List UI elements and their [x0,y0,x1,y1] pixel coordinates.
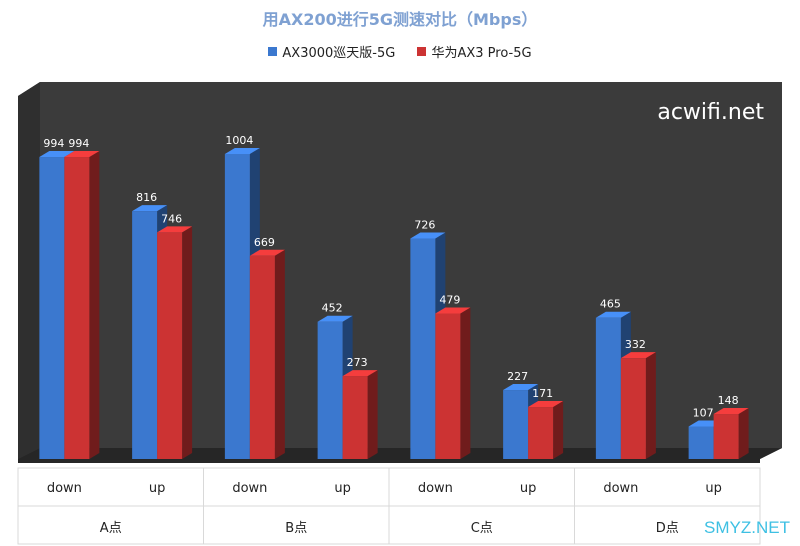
legend-label-series-1: AX3000巡天版-5G [282,46,396,61]
data-label: 273 [347,356,368,369]
bar [713,414,739,459]
bar [224,154,250,459]
tick-label: down [418,481,453,496]
bar [528,407,554,459]
tick-label: down [603,481,638,496]
tick-label: up [705,481,722,496]
bar [39,157,65,459]
data-label: 726 [414,218,435,231]
data-label: 1004 [225,134,253,147]
bar-side [460,307,471,459]
bar [342,376,368,459]
chart-side-wall [18,82,40,459]
tick-label: up [334,481,351,496]
bar-top [157,226,193,233]
bar [132,211,158,459]
bar-top [64,151,100,158]
bar-top [503,384,539,391]
bar [410,238,436,459]
data-label: 171 [532,387,553,400]
legend-item-series-1: AX3000巡天版-5G [268,42,395,61]
bar-top [39,151,75,158]
bar [317,321,343,459]
bar-top [620,352,656,359]
legend-swatch-series-1 [268,47,278,56]
watermark-text: acwifi.net [657,100,764,125]
corner-watermark: SMYZ.NET [704,518,790,537]
data-label: 148 [718,394,739,407]
chart-floor [18,448,782,463]
data-label: 227 [507,370,528,383]
data-label: 465 [600,298,621,311]
data-label: 107 [693,406,714,419]
data-label: 994 [43,137,64,150]
chart-title: 用AX200进行5G测速对比（Mbps） [262,10,538,29]
bar-top [249,249,285,256]
bar [620,358,646,459]
bar [595,317,621,459]
legend-item-series-2: 华为AX3 Pro-5G [417,42,532,61]
bar-top [595,311,631,318]
data-label: 669 [254,236,275,249]
bar-side [89,151,100,459]
data-label: 479 [439,293,460,306]
bar-side [274,249,285,459]
tick-label: down [232,481,267,496]
data-label: 994 [68,137,89,150]
bar-top [224,148,260,154]
bar-top [132,205,168,212]
legend-label-series-2: 华为AX3 Pro-5G [431,46,532,61]
data-label: 332 [625,338,646,351]
bar-top [528,401,564,408]
group-label: C点 [471,521,493,536]
bar-top [410,232,446,239]
group-label: D点 [656,521,679,536]
chart-back-wall [18,82,782,459]
bar [688,426,714,459]
group-label: A点 [100,521,122,536]
tick-label: up [520,481,537,496]
bar-side [367,370,378,459]
bar-side [738,408,749,459]
bar [503,390,529,459]
data-label: 452 [322,302,343,315]
bar-side [553,401,564,459]
bar-top [342,370,378,377]
bar-top [713,408,749,415]
bar [64,157,90,459]
data-label: 746 [161,212,182,225]
tick-label: down [47,481,82,496]
tick-label: up [149,481,166,496]
bar [249,255,275,459]
bar-top [317,315,353,322]
legend: AX3000巡天版-5G 华为AX3 Pro-5G [0,42,800,61]
bar [157,232,183,459]
data-label: 816 [136,191,157,204]
bar-side [645,352,656,459]
legend-swatch-series-2 [417,47,427,56]
bar [435,313,461,459]
group-label: B点 [285,521,307,536]
bar-top [435,307,471,314]
bar-side [182,226,193,459]
